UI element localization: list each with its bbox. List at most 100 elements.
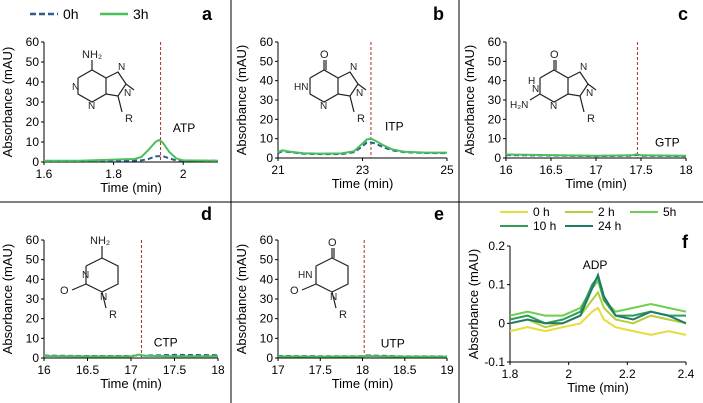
y-tick-label: 0	[498, 316, 505, 330]
y-tick-label: 60	[26, 233, 40, 247]
x-axis-label: Time (min)	[332, 176, 394, 191]
y-tick-label: 40	[488, 74, 502, 88]
structure-atom-label: N	[550, 101, 557, 112]
legend-f-label: 2 h	[598, 205, 615, 219]
legend-f-label: 24 h	[598, 219, 621, 233]
y-axis-label: Absorbance (mAU)	[466, 249, 481, 360]
y-tick-label: 0	[266, 351, 273, 365]
structure-atom-label: N	[118, 62, 125, 73]
structure-atom-label: HN	[298, 270, 312, 281]
x-tick-label: 18.5	[393, 363, 417, 377]
y-axis-label: Absorbance (mAU)	[234, 45, 249, 156]
y-tick-label: 30	[260, 292, 274, 306]
structure-atom-label: N	[586, 88, 593, 99]
y-tick-label: 20	[488, 112, 502, 126]
y-tick-label: 20	[26, 115, 40, 129]
structure-atom-label: O	[320, 49, 329, 61]
legend-f-label: 0 h	[533, 205, 550, 219]
structure-bond	[315, 257, 349, 293]
series-line-24h	[509, 272, 687, 325]
x-tick-label: 2.4	[678, 367, 695, 381]
structure-bond	[117, 95, 123, 113]
structure-bond	[125, 83, 135, 91]
series-line-3h	[277, 137, 447, 155]
structure-atom-label: N	[356, 88, 363, 99]
y-tick-label: 10	[260, 331, 274, 345]
y-tick-label: 10	[488, 132, 502, 146]
peak-label: GTP	[655, 135, 680, 149]
structure-bond	[337, 71, 359, 97]
legend-0h-label: 0h	[63, 6, 79, 22]
y-tick-label: 40	[260, 272, 274, 286]
structure-atom-label: NH₂	[90, 235, 110, 247]
panel-label: e	[434, 204, 444, 224]
panel-label: b	[433, 4, 444, 24]
structure-bond	[101, 291, 107, 309]
x-tick-label: 19	[440, 363, 454, 377]
structure-atom-label: O	[328, 237, 337, 249]
panel-label: f	[682, 232, 689, 252]
panel-b: b 0 10 20 30 40 50 60 21 23 25 Time (min) Absorbance…	[234, 4, 454, 191]
x-tick-label: 17	[124, 363, 138, 377]
y-tick-label: 0.1	[488, 278, 505, 292]
y-tick-label: 40	[260, 74, 274, 88]
structure-atom-label: R	[339, 309, 347, 321]
y-axis-label: Absorbance (mAU)	[0, 244, 15, 355]
structure-atom-label: N	[100, 292, 107, 303]
structure-bond	[357, 83, 367, 91]
peak-label: UTP	[381, 336, 405, 350]
y-tick-label: 30	[26, 95, 40, 109]
x-tick-label: 17	[589, 163, 603, 177]
y-tick-label: 50	[260, 54, 274, 68]
x-tick-label: 17.5	[629, 163, 653, 177]
y-tick-label: 50	[26, 253, 40, 267]
y-tick-label: 10	[260, 132, 274, 146]
structure-atom-label: O	[290, 285, 299, 297]
x-tick-label: 16.5	[539, 163, 563, 177]
x-axis-label: Time (min)	[100, 376, 162, 391]
chemical-structure: R NH₂ O NN	[60, 235, 119, 321]
structure-atom-label: N	[330, 292, 337, 303]
structure-atom-label: NH₂	[82, 49, 102, 61]
y-tick-label: 0.2	[488, 239, 505, 253]
structure-bond	[85, 257, 119, 293]
structure-bond	[309, 69, 339, 103]
y-tick-label: 0	[266, 151, 273, 165]
y-tick-label: 60	[260, 35, 274, 49]
x-tick-label: 1.6	[36, 167, 53, 181]
panel-c: c 0 10 20 30 40 50 60 16 16.5 17 17.5 18 Time (min) Ab…	[462, 4, 693, 191]
structure-atom-label: R	[587, 113, 595, 125]
y-tick-label: 0	[32, 155, 39, 169]
x-tick-label: 16	[37, 363, 51, 377]
y-tick-label: 30	[26, 292, 40, 306]
y-tick-label: 20	[26, 312, 40, 326]
y-tick-label: 40	[26, 75, 40, 89]
x-tick-label: 25	[440, 163, 454, 177]
x-tick-label: 2	[565, 367, 572, 381]
y-tick-label: 60	[488, 35, 502, 49]
structure-atom-label: H₂N	[510, 100, 528, 111]
peak-label: ATP	[173, 121, 195, 135]
chemical-structure: R O O HN N	[290, 237, 349, 321]
y-tick-label: 40	[26, 272, 40, 286]
structure-atom-label: N	[72, 82, 79, 93]
x-tick-label: 17	[271, 363, 285, 377]
structure-atom-label: N	[320, 101, 327, 112]
x-tick-label: 18	[211, 363, 225, 377]
x-tick-label: 1.8	[502, 367, 519, 381]
y-tick-label: 30	[260, 93, 274, 107]
y-axis-label: Absorbance (mAU)	[462, 45, 477, 156]
y-tick-label: 10	[26, 331, 40, 345]
y-tick-label: 20	[260, 112, 274, 126]
y-tick-label: 50	[260, 253, 274, 267]
panel-e: e 0 10 20 30 40 50 60 17 17.5 18 18.5 19 Time (min) Ab…	[234, 204, 454, 391]
y-tick-label: 50	[26, 55, 40, 69]
structure-atom-label: N	[350, 62, 357, 73]
peak-label: ADP	[583, 258, 608, 272]
structure-atom-label: R	[109, 309, 117, 321]
x-tick-label: 18	[356, 363, 370, 377]
panel-d: d 0 10 20 30 40 50 60 16 16.5 17 17.5 18 Time (min) Ab…	[0, 204, 225, 391]
y-tick-label: 60	[260, 233, 274, 247]
structure-atom-label: N	[88, 101, 95, 112]
